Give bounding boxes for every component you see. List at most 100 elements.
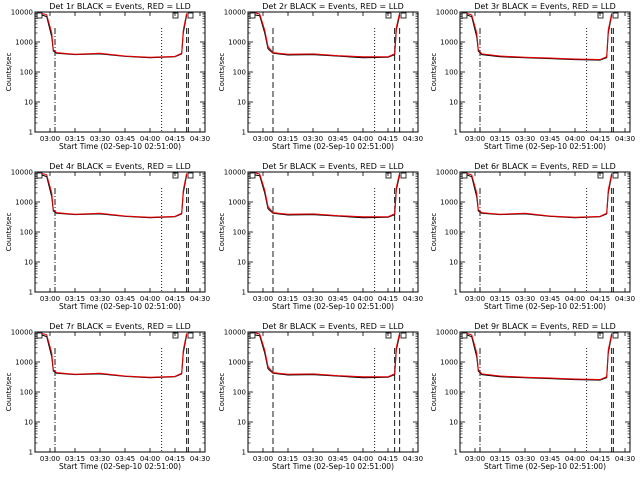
corner-box <box>461 172 468 179</box>
corner-box <box>172 12 179 19</box>
x-tick-label: 03:45 <box>328 295 348 303</box>
y-tick-label: 1 <box>454 289 458 297</box>
x-tick-label: 04:30 <box>403 455 423 463</box>
corner-box <box>385 172 392 179</box>
x-tick-label: 03:15 <box>490 295 510 303</box>
corner-box <box>612 172 619 179</box>
plot-frame <box>459 171 631 293</box>
x-tick-label: 03:30 <box>90 455 110 463</box>
y-tick-label: 1000 <box>15 359 33 367</box>
x-tick-label: 04:30 <box>615 295 635 303</box>
y-tick-label: 100 <box>445 69 458 77</box>
chart-title: Det 6r BLACK = Events, RED = LLD <box>474 162 616 171</box>
x-tick-label: 03:30 <box>303 295 323 303</box>
events-series-line <box>254 174 401 219</box>
corner-box <box>172 332 179 339</box>
y-tick-label: 10000 <box>436 169 458 177</box>
x-tick-label: 03:15 <box>278 135 298 143</box>
y-tick-label: 100 <box>20 229 33 237</box>
x-tick-label: 03:45 <box>328 455 348 463</box>
x-tick-label: 04:15 <box>378 455 398 463</box>
plot-frame <box>34 171 206 293</box>
x-tick-label: 04:15 <box>165 295 185 303</box>
plot-frame <box>459 11 631 133</box>
x-tick-label: 04:00 <box>565 455 585 463</box>
y-tick-label: 1 <box>454 449 458 457</box>
chart-panel-6: Det 6r BLACK = Events, RED = LLD 03:00 03:… <box>430 162 635 311</box>
x-tick-label: 03:15 <box>278 295 298 303</box>
y-tick-label: 100 <box>445 229 458 237</box>
x-tick-label: 03:30 <box>303 135 323 143</box>
corner-box <box>249 172 256 179</box>
plot-frame <box>34 11 206 133</box>
lld-series-line <box>41 172 188 218</box>
y-axis-label: Counts/sec <box>218 373 226 412</box>
chart-title: Det 1r BLACK = Events, RED = LLD <box>49 2 191 11</box>
x-tick-label: 03:45 <box>540 295 560 303</box>
x-tick-label: 03:30 <box>515 295 535 303</box>
x-tick-label: 03:45 <box>328 135 348 143</box>
lld-series-line <box>254 12 401 58</box>
corner-box <box>36 12 43 19</box>
corner-box <box>597 12 604 19</box>
x-tick-label: 04:15 <box>165 455 185 463</box>
corner-box <box>612 12 619 19</box>
x-axis-label: Start Time (02-Sep-10 02:51:00) <box>484 462 606 471</box>
corner-box <box>400 172 407 179</box>
x-tick-label: 03:30 <box>90 295 110 303</box>
chart-title: Det 7r BLACK = Events, RED = LLD <box>49 322 191 331</box>
x-tick-label: 04:30 <box>403 295 423 303</box>
corner-box <box>385 332 392 339</box>
x-tick-label: 03:00 <box>253 455 273 463</box>
y-tick-label: 10 <box>237 419 246 427</box>
chart-panel-1: Det 1r BLACK = Events, RED = LLD 03:00 03:… <box>5 2 210 151</box>
y-axis-label: Counts/sec <box>430 373 438 412</box>
y-tick-label: 1000 <box>440 199 458 207</box>
plot-frame <box>247 11 419 133</box>
x-tick-label: 04:30 <box>403 135 423 143</box>
y-tick-label: 1 <box>242 449 246 457</box>
events-series-line <box>254 334 401 379</box>
x-tick-label: 03:15 <box>490 455 510 463</box>
plot-frame <box>34 331 206 453</box>
y-tick-label: 1 <box>242 289 246 297</box>
corner-box <box>249 332 256 339</box>
corner-box <box>597 332 604 339</box>
x-axis-label: Start Time (02-Sep-10 02:51:00) <box>272 142 394 151</box>
y-tick-label: 1000 <box>15 199 33 207</box>
y-tick-label: 10 <box>237 259 246 267</box>
y-tick-label: 100 <box>20 69 33 77</box>
x-tick-label: 03:45 <box>115 455 135 463</box>
x-tick-label: 03:00 <box>253 295 273 303</box>
plot-frame <box>459 331 631 453</box>
chart-panel-2: Det 2r BLACK = Events, RED = LLD 03:00 03:… <box>218 2 423 151</box>
y-tick-label: 10 <box>449 259 458 267</box>
x-tick-label: 04:15 <box>590 455 610 463</box>
x-tick-label: 03:45 <box>115 295 135 303</box>
events-series-line <box>41 174 188 219</box>
y-tick-label: 10000 <box>11 169 33 177</box>
events-series-line <box>41 334 188 379</box>
x-tick-label: 04:00 <box>353 295 373 303</box>
x-tick-label: 03:30 <box>515 455 535 463</box>
y-tick-label: 100 <box>233 229 246 237</box>
events-series-line <box>466 174 613 219</box>
x-tick-label: 03:45 <box>540 455 560 463</box>
corner-box <box>461 12 468 19</box>
x-tick-label: 03:00 <box>465 295 485 303</box>
y-axis-label: Counts/sec <box>430 213 438 252</box>
chart-panel-3: Det 3r BLACK = Events, RED = LLD 03:00 03:… <box>430 2 635 151</box>
lld-series-line <box>254 332 401 378</box>
x-axis-label: Start Time (02-Sep-10 02:51:00) <box>59 462 181 471</box>
chart-title: Det 5r BLACK = Events, RED = LLD <box>262 162 404 171</box>
y-tick-label: 10 <box>237 99 246 107</box>
x-tick-label: 03:45 <box>540 135 560 143</box>
y-axis-label: Counts/sec <box>430 53 438 92</box>
x-tick-label: 03:00 <box>40 295 60 303</box>
y-tick-label: 10000 <box>11 9 33 17</box>
lld-series-line <box>41 12 188 58</box>
y-tick-label: 1000 <box>15 39 33 47</box>
x-tick-label: 04:00 <box>565 295 585 303</box>
x-tick-label: 03:15 <box>65 295 85 303</box>
